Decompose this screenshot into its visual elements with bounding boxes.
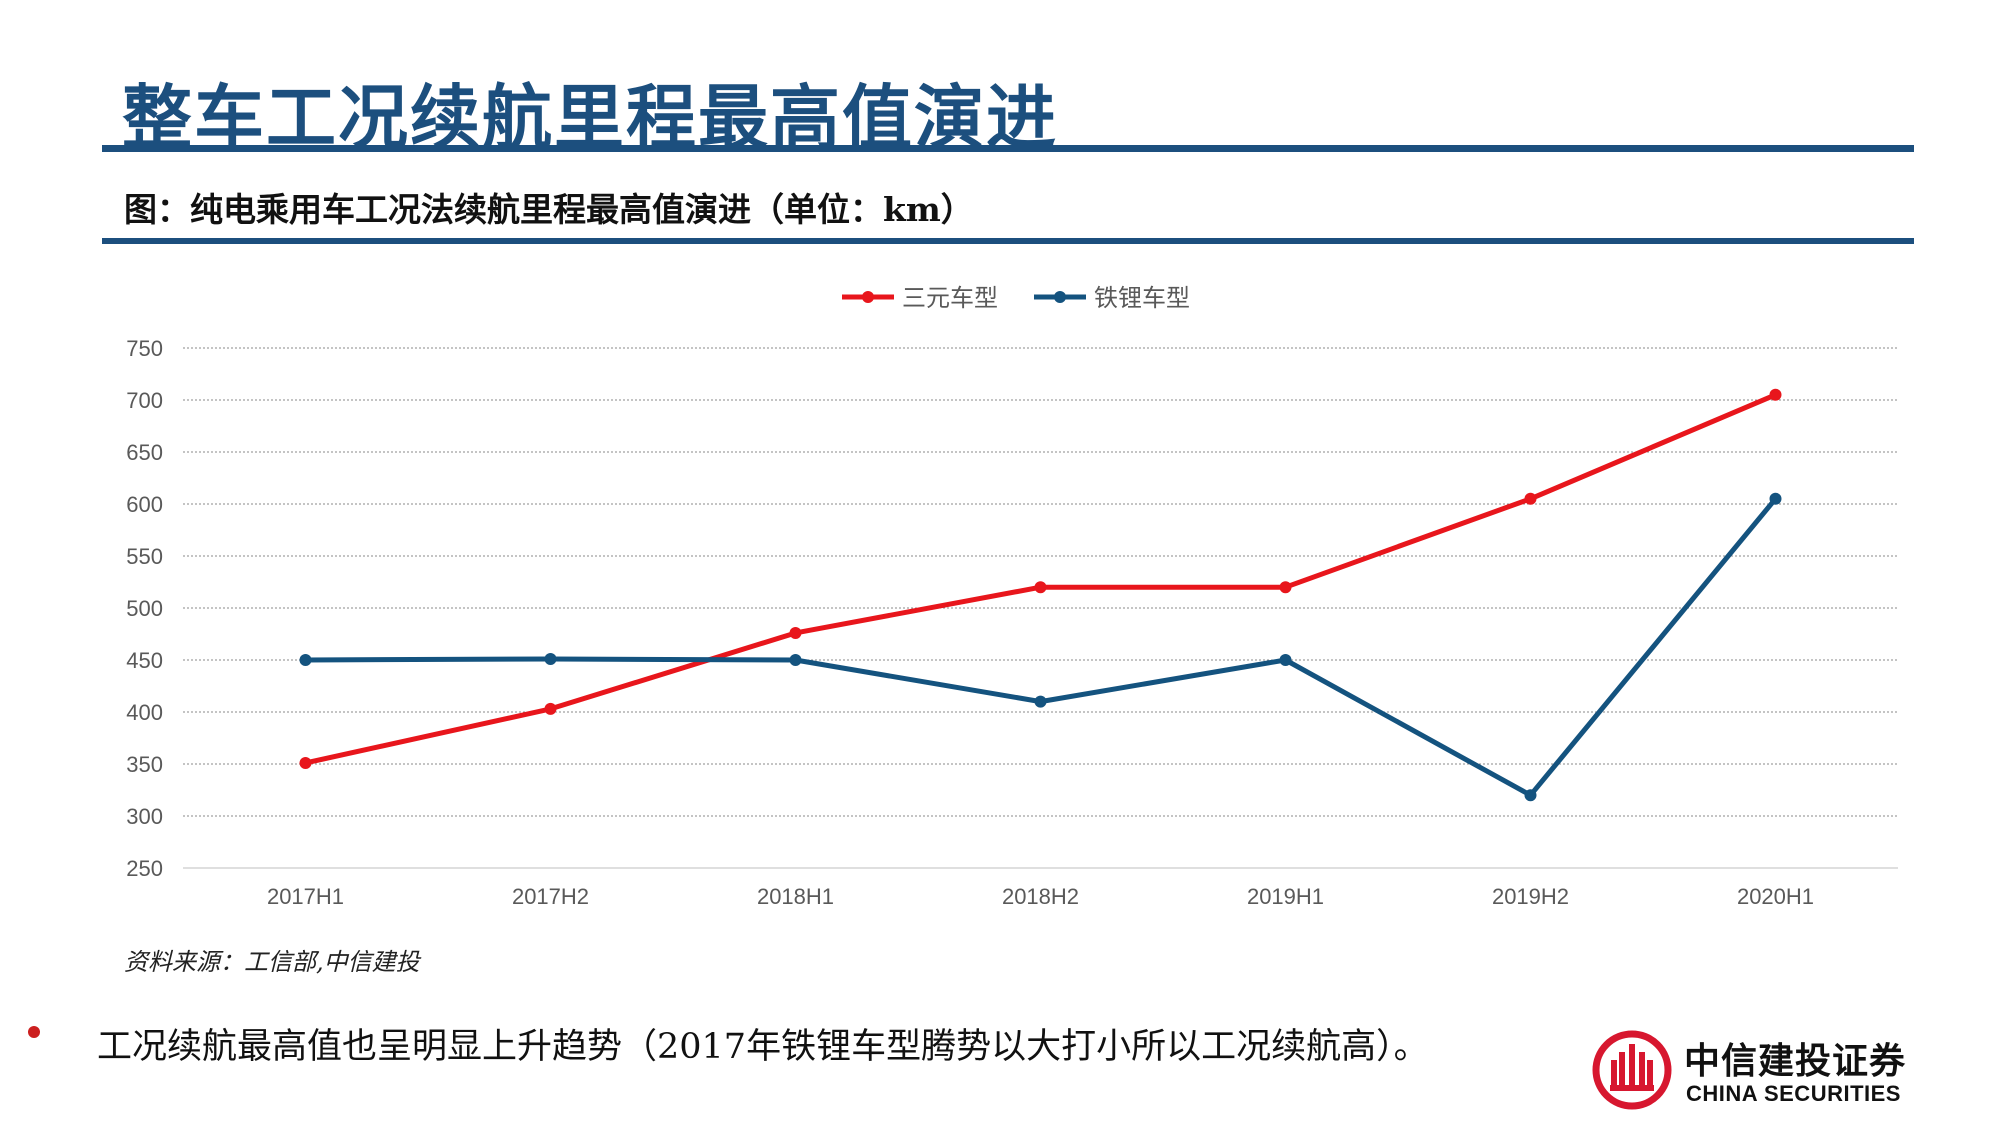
series-line-1: [303, 392, 1778, 766]
x-tick-label: 2017H1: [267, 884, 344, 909]
y-tick-label: 400: [126, 700, 163, 725]
y-tick-label: 650: [126, 440, 163, 465]
legend-swatch-dot: [1054, 291, 1066, 303]
logo-english-name: CHINA SECURITIES: [1686, 1081, 1901, 1106]
chart-legend: 三元车型 铁锂车型: [842, 284, 1190, 312]
data-point: [544, 652, 557, 665]
data-point: [299, 654, 312, 666]
y-tick-label: 250: [126, 856, 163, 881]
x-tick-label: 2019H2: [1492, 884, 1569, 909]
data-point: [1769, 492, 1782, 505]
chart-gridlines: [183, 347, 1898, 869]
company-logo: 中信建投证券 CHINA SECURITIES: [1592, 1028, 1922, 1112]
data-point: [544, 702, 557, 715]
data-point: [789, 654, 802, 666]
x-axis-ticks: 2017H1 2017H2 2018H1 2018H2 2019H1 2019H2 2020…: [267, 884, 1814, 909]
source-note: 资料来源：工信部,中信建投: [124, 948, 420, 976]
data-point: [1524, 492, 1537, 505]
series-line-2: [303, 496, 1778, 798]
chart-series: [299, 388, 1782, 802]
x-tick-label: 2018H1: [757, 884, 834, 909]
data-point: [1524, 789, 1537, 802]
data-point: [1279, 654, 1292, 666]
x-tick-label: 2018H2: [1002, 884, 1079, 909]
data-point: [299, 756, 312, 769]
y-tick-label: 350: [126, 752, 163, 777]
x-tick-label: 2020H1: [1737, 884, 1814, 909]
x-tick-label: 2019H1: [1247, 884, 1324, 909]
y-tick-label: 700: [126, 388, 163, 413]
caption-rule: [102, 238, 1914, 244]
y-tick-label: 300: [126, 804, 163, 829]
bullet-dot: [28, 1026, 40, 1038]
y-tick-label: 600: [126, 492, 163, 517]
x-tick-label: 2017H2: [512, 884, 589, 909]
legend-label: 铁锂车型: [1094, 284, 1190, 312]
legend-label: 三元车型: [902, 284, 998, 312]
china-securities-logo-icon: [1592, 1030, 1672, 1110]
data-point: [1034, 581, 1047, 594]
y-axis-ticks: 250 300 350 400 450 500 550 600 650 700 750: [126, 336, 163, 881]
chart-caption: 图：纯电乘用车工况法续航里程最高值演进（单位：km）: [124, 190, 974, 229]
data-point: [1034, 695, 1047, 708]
y-tick-label: 550: [126, 544, 163, 569]
logo-chinese-name: 中信建投证券: [1684, 1041, 1907, 1082]
y-tick-label: 450: [126, 648, 163, 673]
data-point: [1279, 581, 1292, 594]
title-rule: [102, 145, 1914, 152]
data-point: [1769, 388, 1782, 401]
y-tick-label: 750: [126, 336, 163, 361]
legend-swatch-dot: [862, 291, 874, 303]
y-tick-label: 500: [126, 596, 163, 621]
bullet-text: 工况续航最高值也呈明显上升趋势（2017年铁锂车型腾势以大打小所以工况续航高）。: [97, 1027, 1429, 1067]
range-line-chart: 三元车型 铁锂车型 250 300 350 400 450 500 550 600 650 700 7…: [126, 284, 1898, 909]
data-point: [789, 626, 802, 639]
